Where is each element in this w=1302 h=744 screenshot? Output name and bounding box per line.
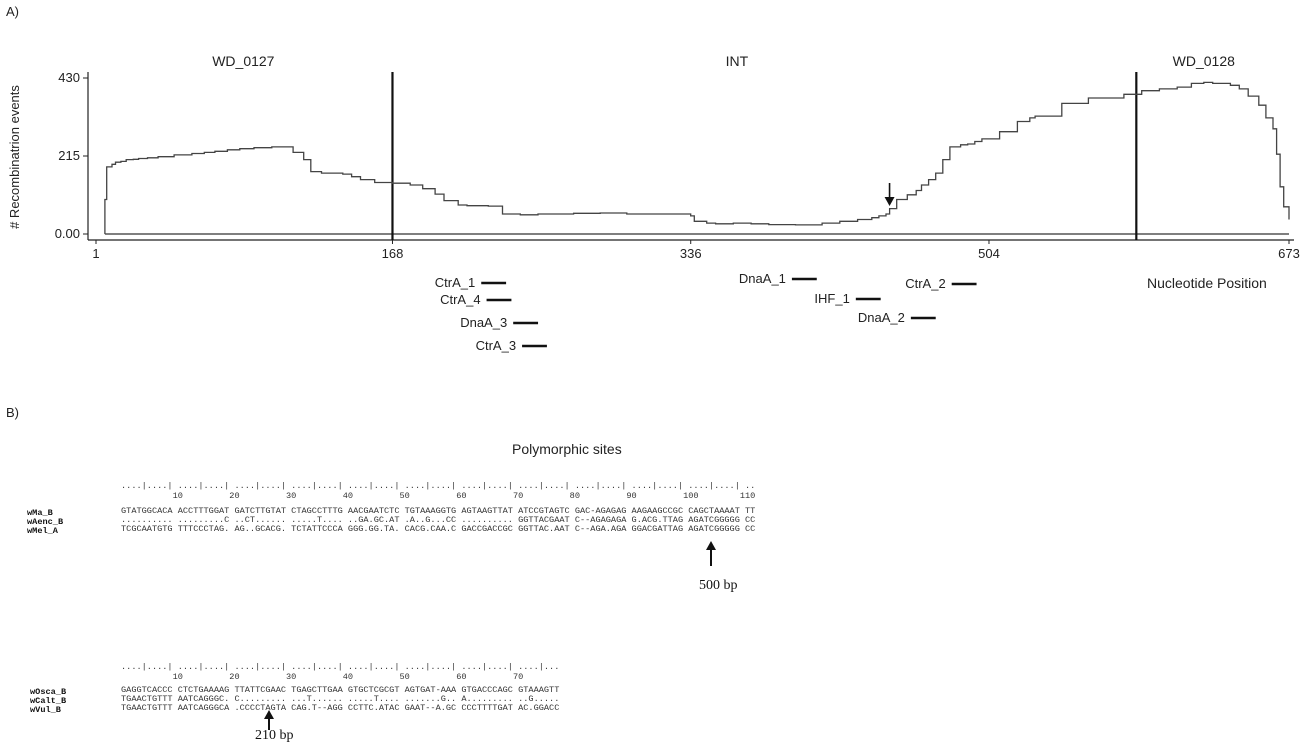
motif-label: CtrA_2 xyxy=(905,276,945,291)
panel-b-letter: B) xyxy=(6,405,19,420)
alignment-1-numbers: 10 20 30 40 50 60 70 80 90 100 110 xyxy=(121,491,756,501)
alignment-2-sequence: GAGGTCACCC CTCTGAAAAG TTATTCGAAC TGAGCTT… xyxy=(121,685,560,695)
alignment-1-name: wMel_A xyxy=(27,526,58,536)
alignment-1-sequence: TCGCAATGTG TTTCCCTAG. AG..GCACG. TCTATTC… xyxy=(121,524,756,534)
alignment-2-name: wCalt_B xyxy=(30,696,67,706)
polymorphic-sites-title: Polymorphic sites xyxy=(512,441,622,457)
alignment-2-name: wOsca_B xyxy=(30,687,67,697)
arrow-marker-head xyxy=(884,197,895,206)
alignment-1-name: wAenc_B xyxy=(27,517,64,527)
position-arrow-210 xyxy=(264,710,274,730)
x-tick-label: 1 xyxy=(92,246,99,261)
recombination-chart: 430 215 0.00 1 168 336 504 673 WD_0127 INT WD_01… xyxy=(7,53,1300,353)
motif-label: DnaA_1 xyxy=(739,271,786,286)
alignment-2-sequence: TGAACTGTTT AATCAGGGC. C......... ...T...… xyxy=(121,694,560,704)
position-label-210: 210 bp xyxy=(255,728,294,743)
x-tick-label: 504 xyxy=(978,246,1000,261)
alignment-1-sequence: GTATGGCACA ACCTTTGGAT GATCTTGTAT CTAGCCT… xyxy=(121,506,756,516)
recombination-series-line xyxy=(104,81,1290,234)
y-tick-label: 430 xyxy=(58,70,80,85)
position-arrow-500 xyxy=(706,541,716,566)
x-tick-label: 336 xyxy=(680,246,702,261)
region-label: WD_0127 xyxy=(212,53,274,69)
motif-label: CtrA_4 xyxy=(440,292,480,307)
motif-label: IHF_1 xyxy=(814,291,849,306)
alignment-1-ruler: ....|....| ....|....| ....|....| ....|..… xyxy=(121,481,756,491)
x-axis-label: Nucleotide Position xyxy=(1147,275,1267,291)
motif-label: CtrA_3 xyxy=(476,338,516,353)
y-axis-label: # Recombinatrion events xyxy=(7,85,22,229)
alignment-1-name: wMa_B xyxy=(27,508,53,518)
motif-label: DnaA_2 xyxy=(858,310,905,325)
alignment-2-name: wVul_B xyxy=(30,705,61,715)
panel-a-letter: A) xyxy=(6,4,19,19)
x-tick-label: 168 xyxy=(382,246,404,261)
y-tick-label: 215 xyxy=(58,148,80,163)
region-label: INT xyxy=(726,53,749,69)
region-label: WD_0128 xyxy=(1173,53,1235,69)
y-tick-label: 0.00 xyxy=(55,226,80,241)
alignment-2-sequence: TGAACTGTTT AATCAGGGCA .CCCCTAGTA CAG.T--… xyxy=(121,703,560,713)
alignment-2-numbers: 10 20 30 40 50 60 70 xyxy=(121,672,524,682)
position-label-500: 500 bp xyxy=(699,578,738,593)
motif-label: CtrA_1 xyxy=(435,275,475,290)
motif-label: DnaA_3 xyxy=(460,315,507,330)
alignment-1-sequence: .......... .........C ..CT...... .....T.… xyxy=(121,515,756,525)
x-tick-label: 673 xyxy=(1278,246,1300,261)
alignment-2-ruler: ....|....| ....|....| ....|....| ....|..… xyxy=(121,662,560,672)
